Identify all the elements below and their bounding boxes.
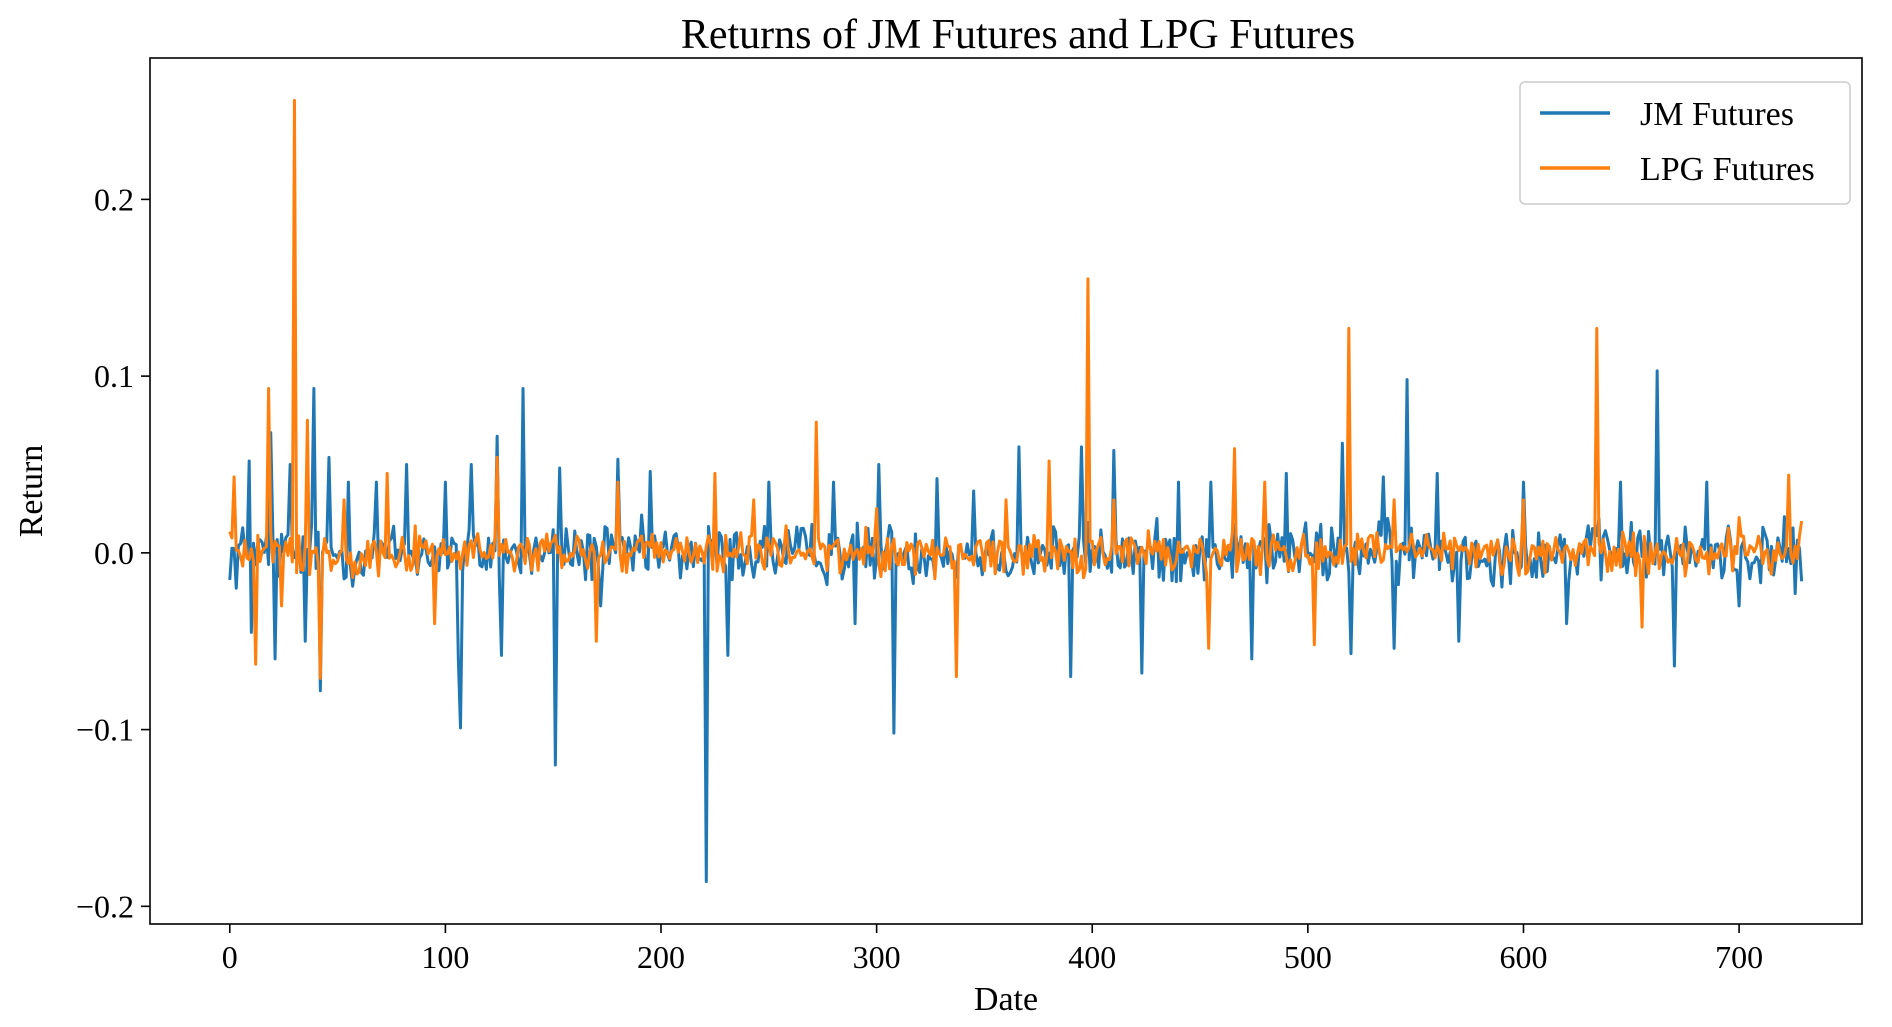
x-axis: 0 100 200 300 400 500 600 700: [222, 924, 1763, 975]
chart-title: Returns of JM Futures and LPG Futures: [681, 12, 1355, 58]
series-line-lpg-futures: [228, 98, 1804, 680]
x-tick-label: 0: [222, 939, 238, 975]
y-axis: −0.2 −0.1 0.0 0.1 0.2: [76, 181, 150, 924]
y-axis-label: Return: [13, 445, 50, 538]
x-tick-label: 300: [853, 939, 901, 975]
legend-label-jm-futures: JM Futures: [1640, 96, 1794, 133]
legend-label-lpg-futures: LPG Futures: [1640, 151, 1815, 188]
y-tick-label: 0.1: [94, 358, 134, 394]
x-tick-label: 600: [1499, 939, 1547, 975]
y-tick-label: 0.2: [94, 181, 134, 217]
x-tick-label: 400: [1068, 939, 1116, 975]
legend: JM Futures LPG Futures: [1519, 81, 1851, 205]
y-tick-label: 0.0: [94, 535, 134, 571]
x-tick-label: 500: [1284, 939, 1332, 975]
plot-frame: [149, 57, 1863, 925]
x-tick-label: 700: [1715, 939, 1763, 975]
y-tick-label: −0.1: [76, 712, 134, 748]
y-tick-label: −0.2: [76, 888, 134, 924]
x-tick-label: 100: [421, 939, 469, 975]
x-axis-label: Date: [974, 981, 1038, 1018]
plot-lines: [228, 98, 1804, 884]
x-tick-label: 200: [637, 939, 685, 975]
